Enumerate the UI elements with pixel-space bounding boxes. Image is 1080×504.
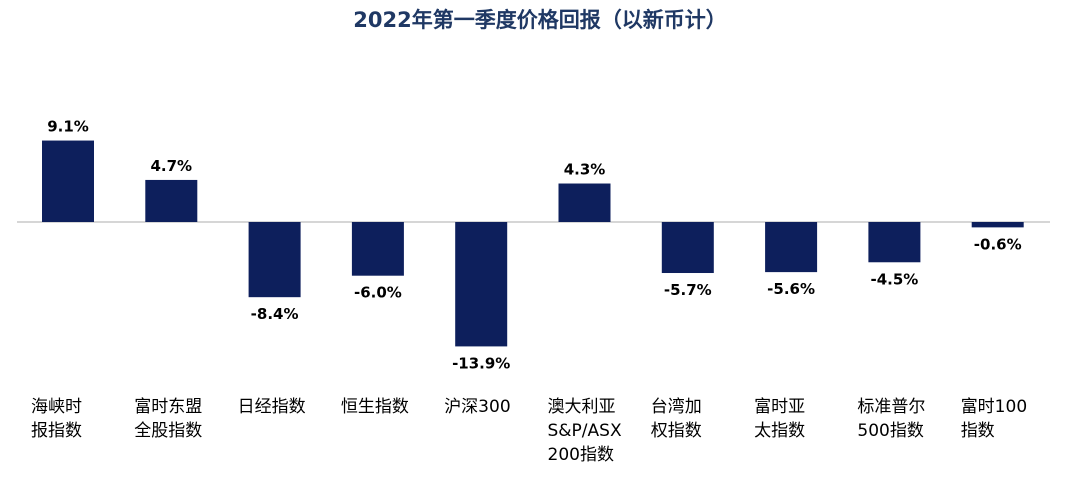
- value-label-5: 4.3%: [564, 161, 606, 179]
- category-label-5-line-1: S&P/ASX: [548, 421, 622, 441]
- bar-6: [661, 222, 714, 274]
- category-label-2-line-0: 日经指数: [238, 397, 306, 417]
- bar-8: [868, 222, 921, 263]
- bar-9: [971, 222, 1024, 228]
- bar-1: [145, 179, 198, 222]
- category-label-0-line-1: 报指数: [31, 421, 82, 441]
- category-label-9-line-1: 指数: [961, 421, 995, 441]
- value-label-6: -5.7%: [664, 281, 712, 299]
- category-label-5-line-0: 澳大利亚: [548, 397, 616, 417]
- value-label-3: -6.0%: [354, 284, 402, 302]
- bar-5: [558, 183, 611, 222]
- category-label-9-line-0: 富时100: [961, 397, 1027, 417]
- value-label-0: 9.1%: [47, 118, 89, 136]
- value-label-2: -8.4%: [251, 305, 299, 323]
- category-label-3-line-0: 恒生指数: [341, 397, 409, 417]
- category-label-1-line-1: 全股指数: [134, 421, 202, 441]
- value-label-4: -13.9%: [452, 354, 510, 372]
- bar-7: [765, 222, 818, 273]
- category-label-6-line-0: 台湾加: [651, 397, 702, 417]
- value-label-8: -4.5%: [870, 270, 918, 288]
- value-label-7: -5.6%: [767, 280, 815, 298]
- category-label-8-line-0: 标准普尔: [857, 397, 925, 417]
- category-label-4-line-0: 沪深300: [444, 397, 510, 417]
- category-label-0-line-0: 海峡时: [31, 397, 82, 417]
- bar-0: [42, 140, 94, 222]
- bars-group: [42, 140, 1024, 347]
- value-labels-group: 9.1% 4.7% -8.4% -6.0% -13.9% 4.3% -5.7% -5.6% -4…: [47, 118, 1021, 373]
- category-label-6-line-1: 权指数: [651, 421, 702, 441]
- category-label-7-line-0: 富时亚: [754, 397, 805, 417]
- category-label-1-line-0: 富时东盟: [134, 397, 202, 417]
- bar-3: [351, 222, 404, 276]
- bar-4: [455, 222, 508, 347]
- category-label-8-line-1: 500指数: [857, 421, 923, 441]
- chart-title: 2022年第一季度价格回报（以新币计）: [353, 8, 727, 32]
- category-label-5-line-2: 200指数: [548, 445, 614, 465]
- bar-2: [248, 222, 301, 298]
- value-label-9: -0.6%: [974, 235, 1022, 253]
- category-label-7-line-1: 太指数: [754, 421, 805, 441]
- value-label-1: 4.7%: [150, 157, 192, 175]
